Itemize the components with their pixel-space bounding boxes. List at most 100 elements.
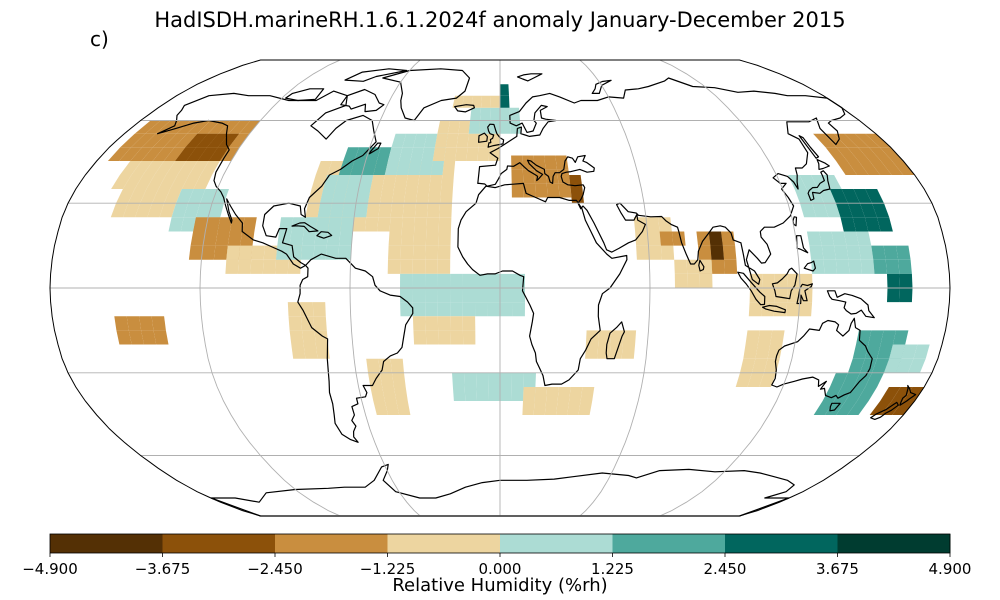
anomaly-cell — [152, 147, 175, 161]
anomaly-cell — [373, 401, 388, 415]
anomaly-cell — [203, 231, 218, 246]
anomaly-cell — [177, 161, 198, 175]
anomaly-cell — [512, 273, 525, 288]
anomaly-cell — [822, 387, 842, 401]
anomaly-cell — [391, 133, 407, 148]
anomaly-cell — [841, 189, 860, 204]
anomaly-cell — [786, 302, 800, 317]
anomaly-cell — [332, 189, 347, 204]
anomaly-cell — [217, 217, 233, 232]
land-japan — [807, 170, 831, 201]
anomaly-cell — [887, 288, 900, 303]
anomaly-cell — [711, 259, 725, 274]
land-new-zealand-south — [870, 401, 899, 420]
anomaly-cell — [352, 217, 367, 232]
anomaly-cell — [462, 330, 476, 345]
anomaly-cell — [176, 189, 194, 204]
anomaly-cell — [511, 372, 524, 387]
anomaly-cell — [470, 107, 481, 121]
anomaly-cell — [860, 259, 875, 274]
anomaly-cell — [452, 387, 466, 401]
anomaly-cell — [392, 372, 406, 387]
anomaly-cell — [401, 231, 415, 246]
anomaly-cell — [471, 95, 482, 108]
anomaly-cell — [466, 147, 479, 161]
anomaly-cell — [361, 161, 377, 175]
anomaly-cell — [869, 401, 892, 415]
anomaly-cell — [441, 175, 454, 189]
anomaly-cell — [860, 358, 877, 373]
anomaly-cells — [107, 84, 930, 415]
anomaly-cell — [176, 120, 201, 134]
anomaly-cell — [456, 133, 469, 148]
anomaly-cell — [823, 259, 837, 274]
anomaly-cell — [424, 133, 438, 148]
anomaly-cell — [205, 217, 221, 232]
anomaly-cell — [500, 95, 510, 108]
anomaly-cell — [425, 231, 439, 246]
anomaly-cell — [812, 203, 829, 218]
anomaly-cell — [152, 189, 171, 204]
anomaly-cell — [185, 133, 208, 148]
colorbar-tick-label: 0.000 — [479, 560, 522, 578]
anomaly-cell — [462, 273, 475, 288]
anomaly-cell — [365, 147, 381, 161]
anomaly-cell — [429, 175, 443, 189]
anomaly-cell — [328, 217, 342, 232]
anomaly-cell — [844, 133, 869, 148]
anomaly-cell — [300, 302, 314, 317]
anomaly-cell — [416, 189, 430, 204]
anomaly-cell — [421, 147, 435, 161]
anomaly-cell — [823, 133, 848, 148]
anomaly-cell — [400, 302, 413, 317]
anomaly-cell — [425, 259, 438, 274]
anomaly-cell — [226, 245, 241, 260]
anomaly-cell — [107, 147, 132, 161]
colorbar-label: Relative Humidity (%rh) — [392, 575, 608, 596]
anomaly-cell — [512, 288, 525, 303]
colorbar-swatch — [387, 534, 501, 553]
anomaly-cell — [152, 133, 177, 148]
anomaly-cell — [389, 217, 403, 232]
anomaly-cell — [475, 302, 488, 317]
anomaly-cell — [164, 189, 182, 204]
colorbar-tick-label: 4.900 — [929, 560, 972, 578]
anomaly-cell — [175, 147, 197, 161]
anomaly-cell — [414, 217, 427, 232]
anomaly-cell — [511, 169, 524, 184]
anomaly-cell — [770, 330, 785, 345]
anomaly-cell — [430, 161, 444, 175]
anomaly-cell — [412, 302, 426, 317]
anomaly-cell — [116, 330, 132, 345]
land-greenland — [382, 68, 471, 122]
anomaly-cell — [671, 231, 686, 246]
anomaly-cell — [880, 330, 896, 345]
anomaly-cell — [759, 372, 776, 387]
colorbar-tick-label: −3.675 — [135, 560, 191, 578]
anomaly-cell — [141, 147, 164, 161]
anomaly-cell — [437, 245, 451, 260]
anomaly-cell — [388, 147, 403, 161]
anomaly-cell — [326, 231, 341, 246]
anomaly-cell — [659, 231, 674, 246]
anomaly-cell — [276, 245, 290, 260]
anomaly-cell — [380, 372, 394, 387]
land-new-zealand-north — [899, 384, 917, 406]
colorbar-swatch — [612, 534, 726, 553]
anomaly-cell — [382, 387, 397, 401]
anomaly-cell — [388, 231, 402, 246]
anomaly-cell — [300, 245, 315, 260]
anomaly-cell — [263, 245, 278, 260]
land-antarctica — [210, 463, 795, 517]
anomaly-cell — [440, 189, 453, 204]
anomaly-cell — [437, 273, 451, 288]
land-tasmania — [829, 402, 841, 412]
anomaly-cell — [512, 302, 525, 317]
anomaly-cell — [240, 231, 255, 246]
anomaly-cell — [287, 302, 301, 317]
colorbar-swatch — [275, 534, 388, 553]
anomaly-cell — [500, 273, 513, 288]
anomaly-cell — [687, 273, 700, 288]
anomaly-cell — [437, 316, 451, 331]
anomaly-cell — [858, 245, 874, 260]
